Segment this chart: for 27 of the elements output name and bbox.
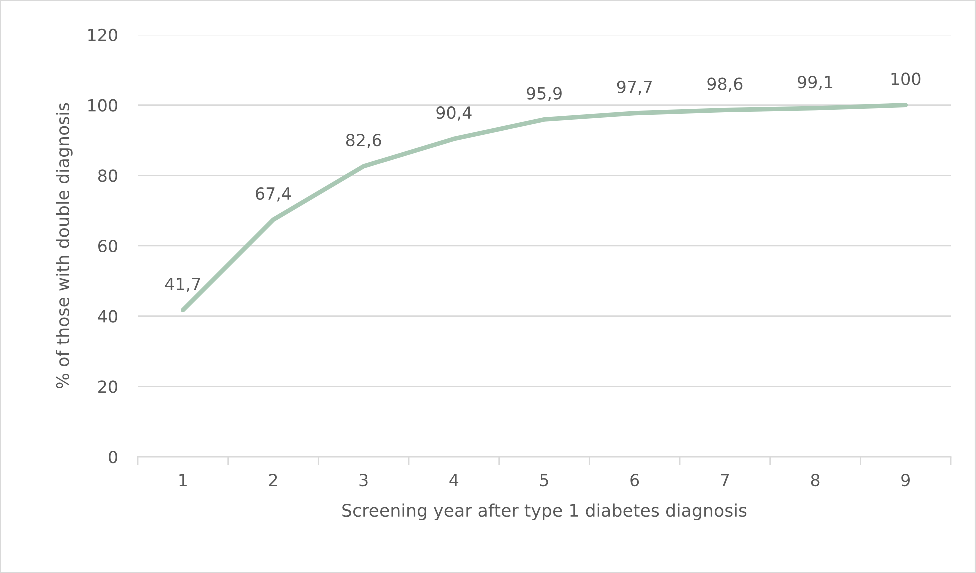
- x-tick-label: 6: [630, 474, 640, 487]
- x-tick-label: 3: [360, 474, 368, 487]
- data-label: 99,1: [798, 76, 833, 90]
- data-label: 95,9: [527, 87, 562, 102]
- x-tick-label: 2: [269, 474, 278, 486]
- data-label: 97,7: [617, 80, 652, 96]
- x-tick-label: 1: [180, 474, 187, 486]
- y-tick-label: 40: [98, 310, 118, 323]
- data-label: 100: [892, 72, 921, 86]
- data-label: 98,6: [708, 78, 743, 92]
- x-tick-label: 9: [902, 474, 910, 487]
- y-tick-label: 20: [98, 380, 118, 394]
- y-tick-label: 80: [98, 170, 118, 182]
- y-tick-label: 0: [109, 450, 118, 464]
- x-tick-label: 4: [450, 474, 459, 486]
- data-label: 41,7: [165, 278, 200, 292]
- data-label: 82,6: [346, 134, 382, 148]
- x-tick-label: 8: [811, 474, 820, 487]
- y-tick-label: 100: [88, 99, 118, 112]
- y-axis-title: % of those with double diagnosis: [56, 103, 73, 389]
- y-tick-label: 120: [88, 28, 118, 42]
- x-tick-label: 5: [540, 474, 548, 487]
- x-tick-label: 7: [721, 474, 730, 486]
- x-axis-title: Screening year after type 1 diabetes diagnosis: [342, 504, 747, 521]
- data-label: 90,4: [436, 106, 472, 121]
- y-tick-label: 60: [98, 240, 118, 253]
- data-label: 67,4: [256, 187, 292, 202]
